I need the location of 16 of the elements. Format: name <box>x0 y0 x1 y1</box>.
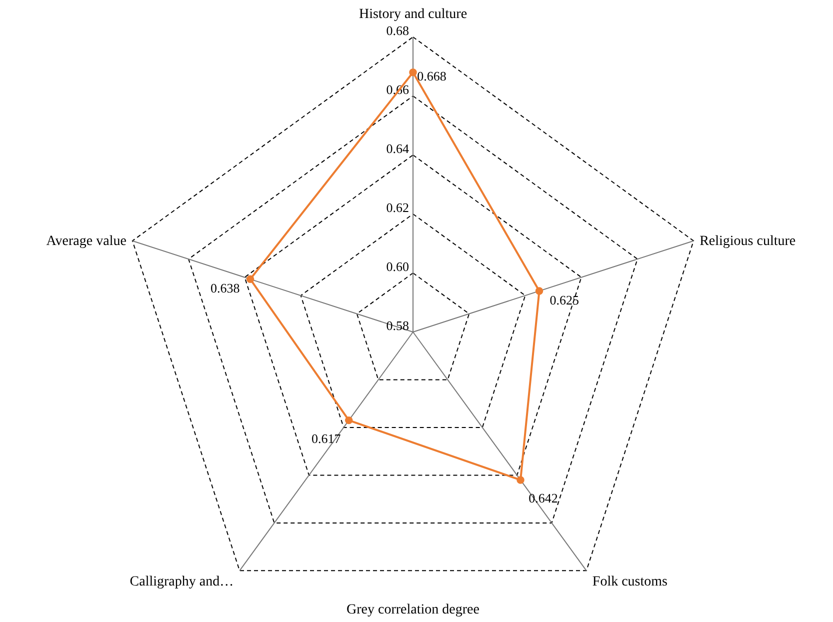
y-tick-label: 0.58 <box>386 318 410 334</box>
data-label: 0.638 <box>210 280 240 296</box>
spoke-label: Religious culture <box>700 234 796 249</box>
y-tick-label: 0.60 <box>386 259 410 274</box>
spoke-label: History and culture <box>358 6 468 22</box>
spoke-label: Average value <box>46 234 126 249</box>
spoke-label: Calligraphy and… <box>130 574 234 590</box>
data-label: 0.625 <box>550 292 580 308</box>
data-label: 0.617 <box>312 430 342 446</box>
y-tick-label: 0.64 <box>386 141 410 156</box>
data-label: 0.642 <box>528 490 558 506</box>
text: Grey correlation degree <box>346 602 480 618</box>
y-tick-label: 0.62 <box>386 200 410 215</box>
y-tick-label: 0.68 <box>386 22 410 38</box>
spoke-label: Folk customs <box>592 574 668 590</box>
data-label: 0.668 <box>417 68 446 84</box>
